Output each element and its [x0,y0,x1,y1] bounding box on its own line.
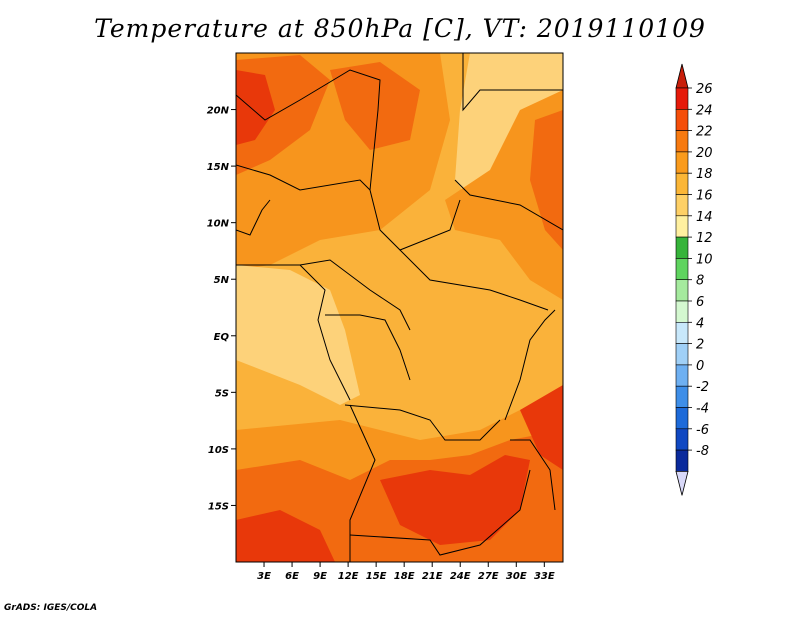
colorbar-top-arrow [675,63,689,89]
colorbar-swatch [675,279,689,302]
field-region-24-southeast [520,385,563,470]
border-line [349,469,531,556]
lat-tick-label: 10S [208,445,229,456]
colorbar-swatch [675,109,689,131]
lon-tick-label: 9E [313,571,327,582]
colorbar-tick-label: 14 [696,210,713,225]
colorbar-tick-label: 22 [696,125,713,140]
colorbar-tick-label: -6 [696,423,709,438]
colorbar-tick-label: 12 [696,231,713,246]
colorbar-tick-label: -2 [696,380,709,395]
border-line [325,314,411,381]
grads-credit: GrADS: IGES/COLA [4,603,98,613]
field-region-22-northcentral [330,62,420,150]
map-title: Temperature at 850hPa [C], VT: 201911010… [94,14,706,43]
country-borders [236,53,563,562]
colorbar-swatch [675,151,689,174]
plot-frame [235,52,564,563]
lat-tick-label: 20N [207,106,230,117]
lat-tick-label: EQ [214,332,230,343]
border-line [349,404,376,562]
border-line [454,179,563,231]
lon-tick-label: 6E [285,571,299,582]
lon-tick-label: 33E [534,571,555,582]
lon-tick-label: 12E [338,571,359,582]
colorbar-tick-label: -4 [696,402,709,417]
latitude-axis: 20N 15N 10N 5N EQ 5S 10S 15S [207,106,236,512]
lat-tick-label: 15N [207,162,230,173]
colorbar-tick-label: 20 [696,146,713,161]
colorbar-swatch [675,300,689,323]
colorbar-swatch [675,130,689,153]
colorbar-swatch [675,407,689,430]
lat-tick-label: 5N [214,275,230,286]
field-region-24-south [380,455,530,545]
lat-tick-label: 5S [215,388,229,399]
border-line [236,199,271,236]
lat-tick-label: 10N [207,219,230,230]
border-line [504,309,556,421]
lon-tick-label: 15E [366,571,387,582]
colorbar-swatch [675,215,689,238]
colorbar-swatch [675,343,689,366]
lon-tick-label: 30E [506,571,527,582]
colorbar-swatch [675,194,689,217]
colorbar-swatch [675,364,689,387]
lon-tick-label: 18E [394,571,415,582]
colorbar-tick-label: 26 [696,82,713,97]
colorbar-tick-label: 10 [696,252,713,267]
field-region-22-east [530,110,563,250]
colorbar-tick-label: 24 [696,103,713,118]
border-line [344,404,501,441]
lat-tick-label: 15S [208,501,229,512]
border-line [462,53,563,112]
colorbar-bottom-arrow [675,471,689,496]
field-region-18-centralbasin [370,280,510,420]
colorbar-tick-label: 4 [696,316,704,331]
colorbar-swatch [675,87,689,110]
colorbar-tick-label: 16 [696,189,713,204]
temperature-field [236,53,563,562]
lon-tick-label: 21E [422,571,443,582]
lon-tick-label: 27E [478,571,499,582]
border-line [236,164,461,251]
colorbar-swatch [675,172,689,195]
longitude-axis: 3E 6E 9E 12E 15E 18E 21E 24E 27E 30E 33E [257,562,555,582]
border-line [299,264,351,401]
lon-tick-label: 24E [450,571,471,582]
colorbar-tick-label: 0 [696,359,704,374]
colorbar-swatch [675,321,689,344]
colorbar-swatch [675,385,689,408]
field-region-16-westcoast [236,265,360,405]
border-line [236,259,411,331]
border-line [510,439,556,511]
colorbar-tick-label: 18 [696,167,713,182]
border-line [399,249,549,311]
colorbar-tick-label: 8 [696,274,704,289]
lon-tick-label: 3E [257,571,271,582]
field-region-24-southwest [236,510,335,562]
border-line [236,69,381,191]
field-region-24-northwest [236,70,275,145]
colorbar-tick-label: 6 [696,295,704,310]
colorbar-swatch [675,236,689,259]
colorbar-tick-label: -8 [696,444,709,459]
colorbar-tick-label: 2 [696,338,704,353]
colorbar-swatch [675,449,689,472]
colorbar-swatch [675,258,689,280]
colorbar-swatch [675,428,689,451]
